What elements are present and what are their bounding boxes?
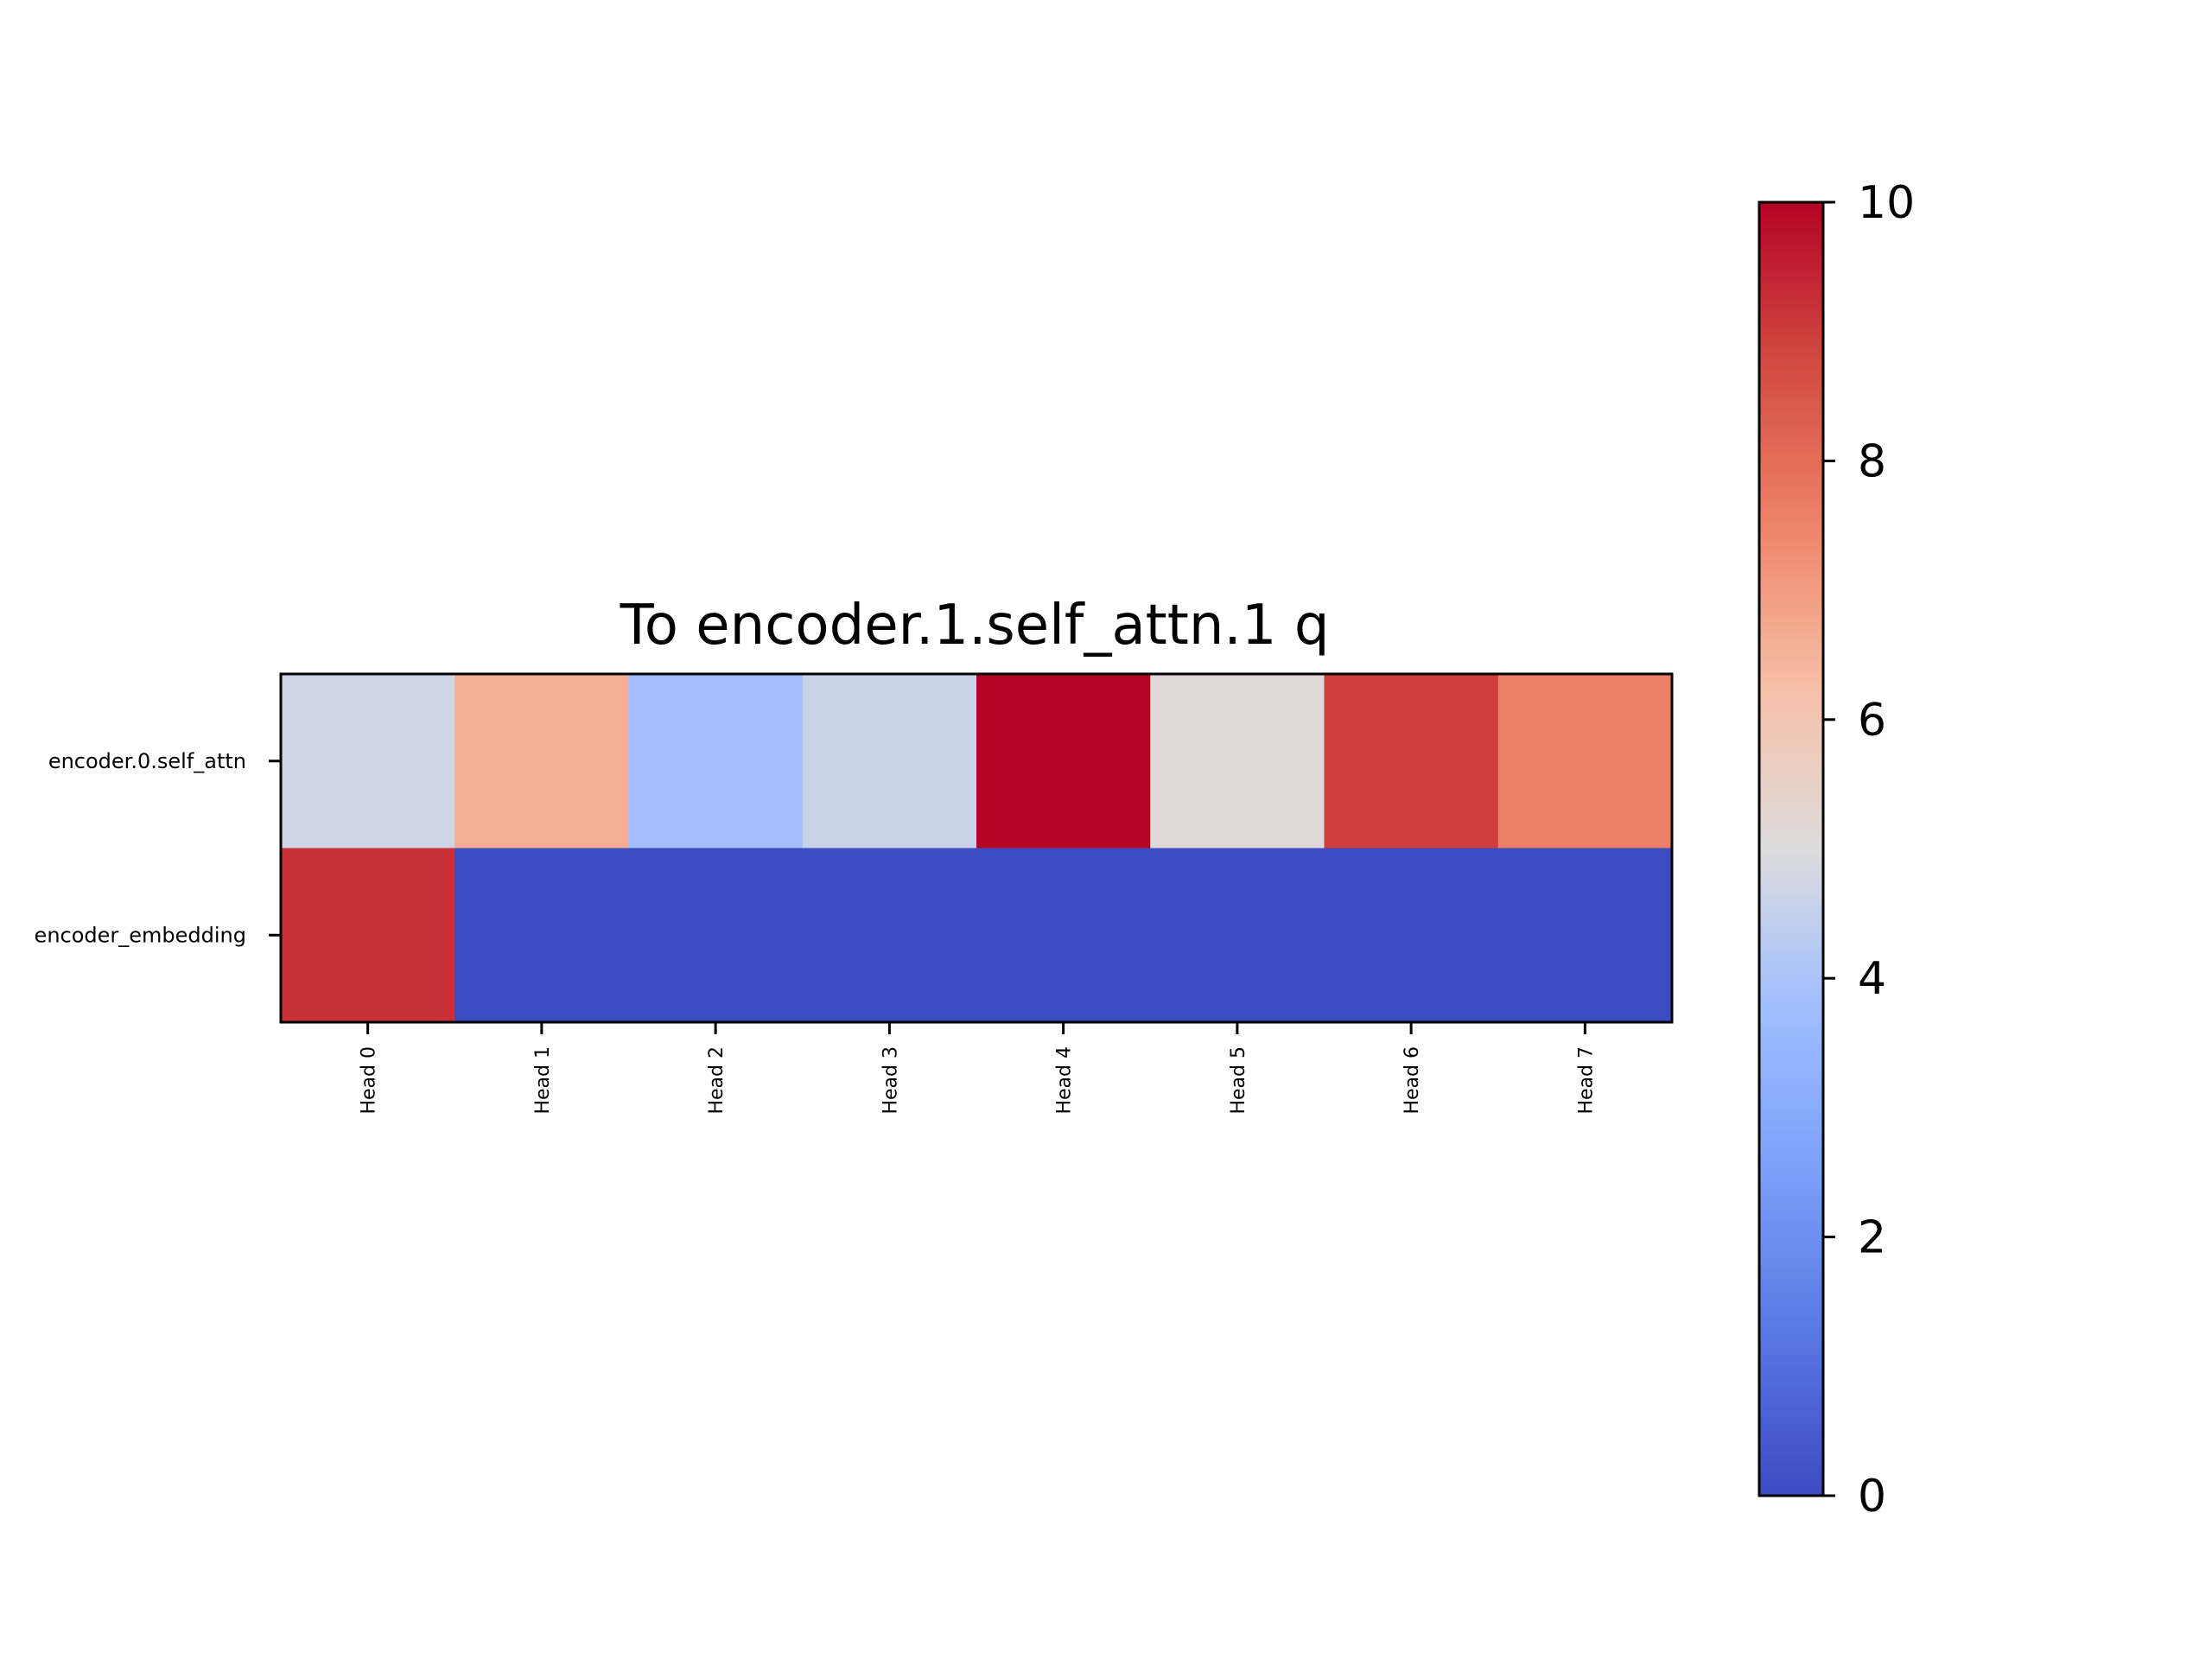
- heatmap-cell: [1150, 848, 1325, 1023]
- heatmap-cell: [1150, 674, 1325, 849]
- colorbar-tick-label: 2: [1858, 1212, 1886, 1264]
- x-tick-label: Head 3: [880, 1046, 901, 1115]
- heatmap-cell: [1497, 848, 1673, 1023]
- x-tick-label: Head 0: [359, 1046, 380, 1115]
- heatmap-cell: [281, 848, 455, 1023]
- y-tick-label: encoder_embedding: [35, 923, 246, 947]
- colorbar-ticks: 0 2 4 6 8 10: [1823, 177, 1915, 1522]
- colorbar-gradient: [1758, 200, 1825, 1497]
- x-tick-label: Head 6: [1402, 1046, 1423, 1115]
- x-tick-label: Head 2: [706, 1046, 728, 1115]
- plot-frame: [279, 672, 1674, 1024]
- colorbar: 0 2 4 6 8 10: [1758, 177, 1915, 1522]
- x-tick-label: Head 7: [1575, 1046, 1597, 1115]
- heatmap-cell: [454, 848, 629, 1023]
- heatmap-cell: [1497, 674, 1673, 849]
- heatmap-cell: [802, 674, 977, 849]
- x-axis-ticks: Head 0 Head 1 Head 2 Head 3 Head 4 Head 5 Head…: [359, 1022, 1597, 1115]
- heatmap-cell: [976, 848, 1151, 1023]
- heatmap-cell: [1324, 674, 1499, 849]
- x-tick-label: Head 1: [532, 1046, 554, 1115]
- heatmap-cell: [802, 848, 977, 1023]
- colorbar-tick-label: 0: [1858, 1471, 1886, 1522]
- y-tick-label: encoder.0.self_attn: [48, 749, 246, 773]
- y-axis-ticks: encoder.0.self_attn encoder_embedding: [35, 749, 281, 947]
- heatmap-cell: [454, 674, 629, 849]
- heatmap-cell: [628, 674, 804, 849]
- heatmap-cell: [281, 674, 455, 849]
- heatmap-cell: [1324, 848, 1499, 1023]
- colorbar-tick-label: 6: [1858, 695, 1886, 747]
- heatmap-cell: [976, 674, 1151, 849]
- x-tick-label: Head 5: [1228, 1046, 1249, 1115]
- x-tick-label: Head 4: [1054, 1046, 1076, 1115]
- chart-title: To encoder.1.self_attn.1 q: [620, 594, 1330, 658]
- colorbar-tick-label: 8: [1858, 435, 1886, 487]
- colorbar-tick-label: 10: [1858, 177, 1915, 229]
- colorbar-tick-label: 4: [1858, 953, 1886, 1005]
- heatmap-cells: [281, 674, 1673, 1023]
- heatmap-cell: [628, 848, 804, 1023]
